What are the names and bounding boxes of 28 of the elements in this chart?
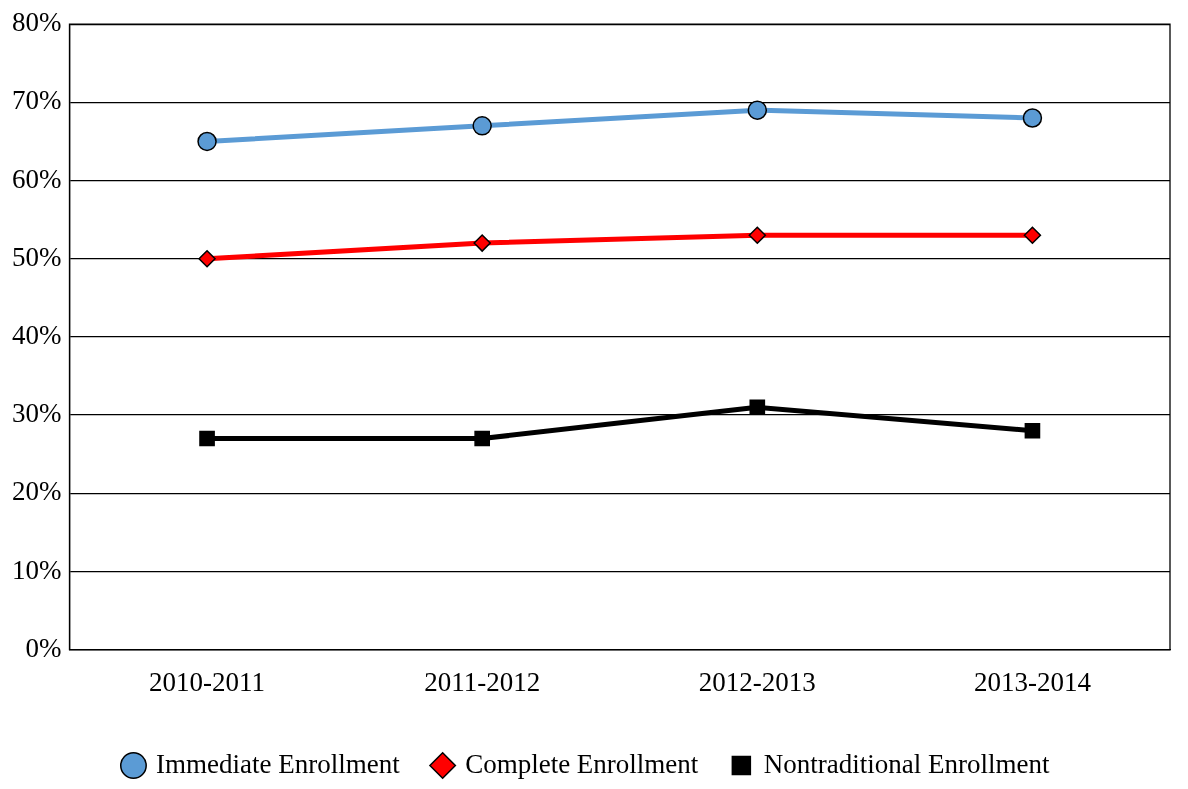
point	[748, 226, 767, 245]
y-tick-label: 0%	[25, 632, 62, 663]
point	[1022, 108, 1043, 128]
point	[749, 399, 766, 416]
y-tick-label: 80%	[11, 7, 62, 38]
y-tick-label: 20%	[11, 476, 62, 507]
legend-label: Complete Enrollment	[465, 748, 699, 779]
point	[473, 234, 491, 252]
y-tick-label: 30%	[11, 398, 62, 429]
x-tick-label: 2011-2012	[424, 666, 541, 697]
point	[199, 430, 215, 447]
x-tick-label: 2013-2014	[973, 666, 1092, 697]
point	[747, 100, 768, 120]
point	[474, 430, 490, 447]
y-tick-label: 10%	[11, 554, 62, 585]
point	[1023, 226, 1042, 245]
y-tick-label: 60%	[11, 163, 62, 194]
legend-label: Nontraditional Enrollment	[763, 748, 1051, 779]
y-tick-label: 50%	[11, 241, 62, 272]
y-tick-label: 40%	[11, 319, 62, 350]
y-tick-label: 70%	[11, 85, 62, 116]
legend-label: Immediate Enrollment	[155, 748, 401, 779]
x-tick-label: 2010-2011	[149, 666, 266, 697]
x-tick-label: 2012-2013	[698, 666, 816, 697]
point	[472, 116, 492, 136]
point	[198, 249, 216, 268]
point	[1024, 422, 1041, 439]
point	[197, 131, 217, 152]
